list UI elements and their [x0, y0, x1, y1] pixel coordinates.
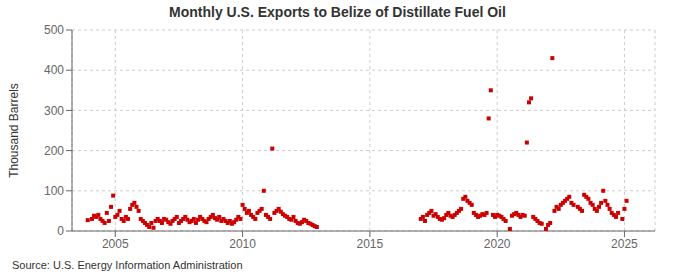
svg-text:2015: 2015 — [357, 237, 384, 251]
svg-text:2005: 2005 — [102, 237, 129, 251]
html-text:Monthly U.S. Exports to Belize: Monthly U.S. Exports to Belize of Distil… — [169, 4, 506, 20]
svg-text:2025: 2025 — [611, 237, 638, 251]
svg-text:2010: 2010 — [229, 237, 256, 251]
svg-text:100: 100 — [44, 184, 64, 198]
svg-text:500: 500 — [44, 24, 64, 37]
svg-text:0: 0 — [57, 224, 64, 238]
svg-text:200: 200 — [44, 144, 64, 158]
html-text:Source: U.S. Energy Informatio: Source: U.S. Energy Information Administ… — [12, 259, 243, 271]
svg-text:300: 300 — [44, 104, 64, 118]
svg-text:Thousand Barrels: Thousand Barrels — [8, 83, 21, 178]
svg-text:400: 400 — [44, 63, 64, 77]
svg-text:2020: 2020 — [484, 237, 511, 251]
